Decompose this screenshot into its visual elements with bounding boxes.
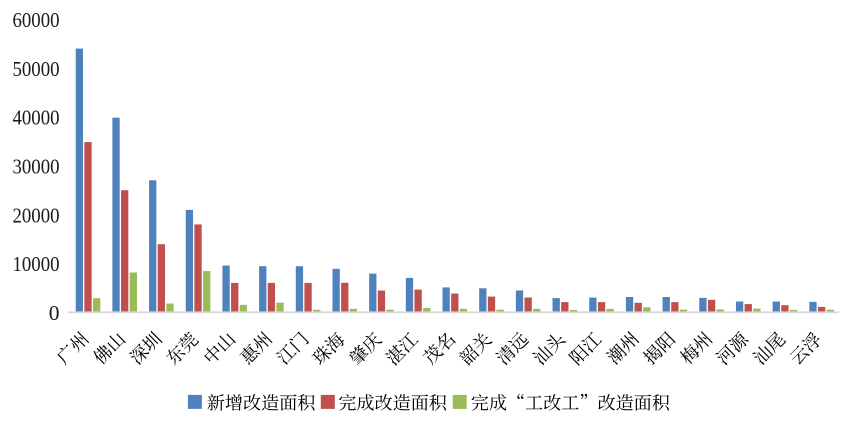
svg-text:20000: 20000 (13, 203, 60, 227)
svg-text:60000: 60000 (13, 8, 60, 32)
svg-text:0: 0 (49, 301, 60, 325)
svg-text:30000: 30000 (13, 155, 60, 179)
svg-text:50000: 50000 (13, 57, 60, 81)
svg-text:10000: 10000 (13, 252, 60, 276)
svg-text:40000: 40000 (13, 106, 60, 130)
